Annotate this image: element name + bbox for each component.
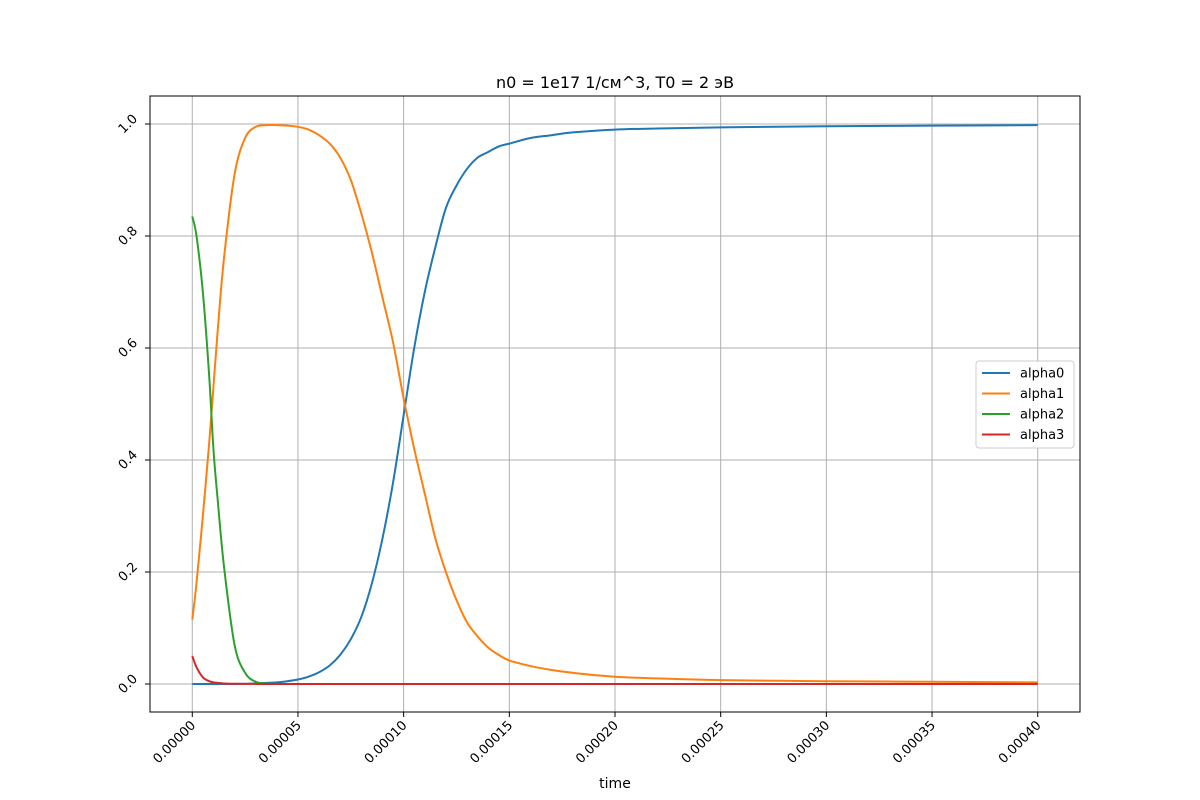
legend-label-alpha0: alpha0 <box>1020 367 1064 382</box>
legend-label-alpha3: alpha3 <box>1020 428 1064 443</box>
legend-label-alpha2: alpha2 <box>1020 408 1064 423</box>
legend-box <box>975 360 1075 449</box>
legend: alpha0 alpha1 alpha2 alpha3 <box>975 360 1075 449</box>
legend-label-alpha1: alpha1 <box>1020 387 1064 402</box>
chart-title: n0 = 1e17 1/см^3, T0 = 2 эВ <box>496 73 734 92</box>
series-line-alpha1 <box>191 123 1038 684</box>
series-line-alpha3 <box>191 655 1038 686</box>
series-lines <box>191 123 1038 686</box>
x-axis-label: time <box>599 776 631 792</box>
